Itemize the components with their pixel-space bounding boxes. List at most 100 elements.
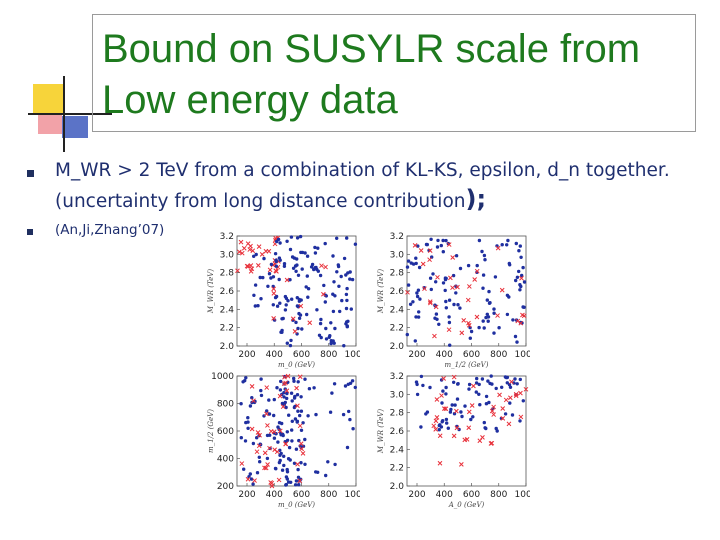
data-point [507, 261, 511, 266]
data-cross [256, 443, 262, 449]
data-cross [297, 478, 303, 484]
data-point [324, 294, 328, 298]
data-point [443, 288, 447, 293]
data-point [475, 376, 479, 381]
data-point [505, 381, 509, 385]
data-point [304, 285, 308, 289]
data-point [305, 254, 310, 258]
data-point [340, 298, 344, 303]
data-point [262, 256, 266, 261]
data-cross [249, 384, 255, 389]
bullet-marker-1 [27, 170, 34, 177]
data-cross [262, 450, 268, 456]
data-point [477, 382, 481, 387]
data-point [244, 376, 248, 380]
data-point [447, 298, 452, 302]
y-tick-label: 2.6 [390, 427, 405, 437]
data-point [463, 404, 467, 408]
data-cross [244, 263, 250, 269]
data-point [445, 421, 449, 425]
y-tick-label: 200 [217, 482, 234, 492]
data-point [513, 377, 517, 381]
data-point [296, 475, 301, 479]
data-cross [321, 291, 326, 297]
x-tick-label: 400 [436, 490, 453, 500]
data-point [298, 413, 302, 418]
data-point [480, 377, 485, 381]
data-point [417, 310, 421, 314]
y-tick-label: 800 [217, 400, 234, 410]
data-point [434, 312, 439, 316]
data-point [421, 383, 425, 388]
data-point [452, 302, 456, 307]
data-point [489, 374, 493, 378]
x-tick-label: 600 [293, 350, 310, 360]
data-point [350, 277, 355, 282]
data-cross [432, 333, 437, 339]
data-point [290, 439, 294, 443]
data-cross [506, 421, 512, 427]
data-cross [250, 248, 256, 254]
data-cross [469, 403, 475, 408]
data-point [406, 283, 411, 287]
data-point [318, 321, 323, 326]
x-tick-label: 200 [238, 350, 255, 360]
data-cross [283, 380, 288, 386]
data-point [429, 237, 433, 241]
data-cross [462, 437, 468, 443]
data-point [419, 374, 424, 379]
data-point [329, 321, 333, 325]
data-point [500, 243, 504, 247]
data-point [290, 297, 294, 301]
data-point [323, 241, 327, 246]
data-point [265, 433, 270, 438]
data-cross [241, 245, 247, 251]
data-point [299, 395, 303, 399]
data-point [435, 317, 439, 321]
data-point [454, 291, 458, 295]
data-point [467, 387, 471, 391]
data-cross [319, 263, 324, 269]
data-point [292, 376, 296, 381]
y-axis-label: M_WR (TeV) [377, 409, 385, 454]
data-point [299, 461, 303, 465]
data-point [448, 343, 452, 347]
data-point [265, 456, 270, 461]
data-point [342, 344, 346, 348]
data-point [244, 420, 248, 425]
bullet-marker-2 [27, 229, 33, 235]
data-point [319, 335, 323, 340]
data-cross [491, 412, 497, 417]
data-point [261, 275, 265, 280]
data-cross [238, 239, 244, 245]
data-point [290, 419, 294, 423]
data-cross [248, 263, 254, 268]
data-point [520, 273, 524, 278]
data-point [259, 297, 263, 301]
data-point [288, 343, 293, 348]
data-point [453, 403, 457, 407]
data-point [285, 467, 289, 472]
data-point [515, 275, 520, 279]
data-point [278, 241, 282, 245]
data-cross [422, 286, 427, 292]
data-cross [247, 247, 253, 252]
data-point [295, 419, 300, 423]
data-point [289, 235, 294, 239]
data-point [448, 410, 453, 414]
data-point [259, 377, 263, 381]
data-point [258, 275, 262, 280]
data-point [292, 461, 297, 465]
data-cross [500, 416, 506, 421]
data-cross [518, 390, 523, 396]
data-point [275, 239, 279, 244]
data-point [415, 294, 420, 299]
data-cross [249, 266, 255, 272]
x-tick-label: 200 [238, 490, 255, 500]
data-point [296, 326, 300, 331]
data-point [274, 264, 278, 268]
data-point [252, 293, 256, 297]
